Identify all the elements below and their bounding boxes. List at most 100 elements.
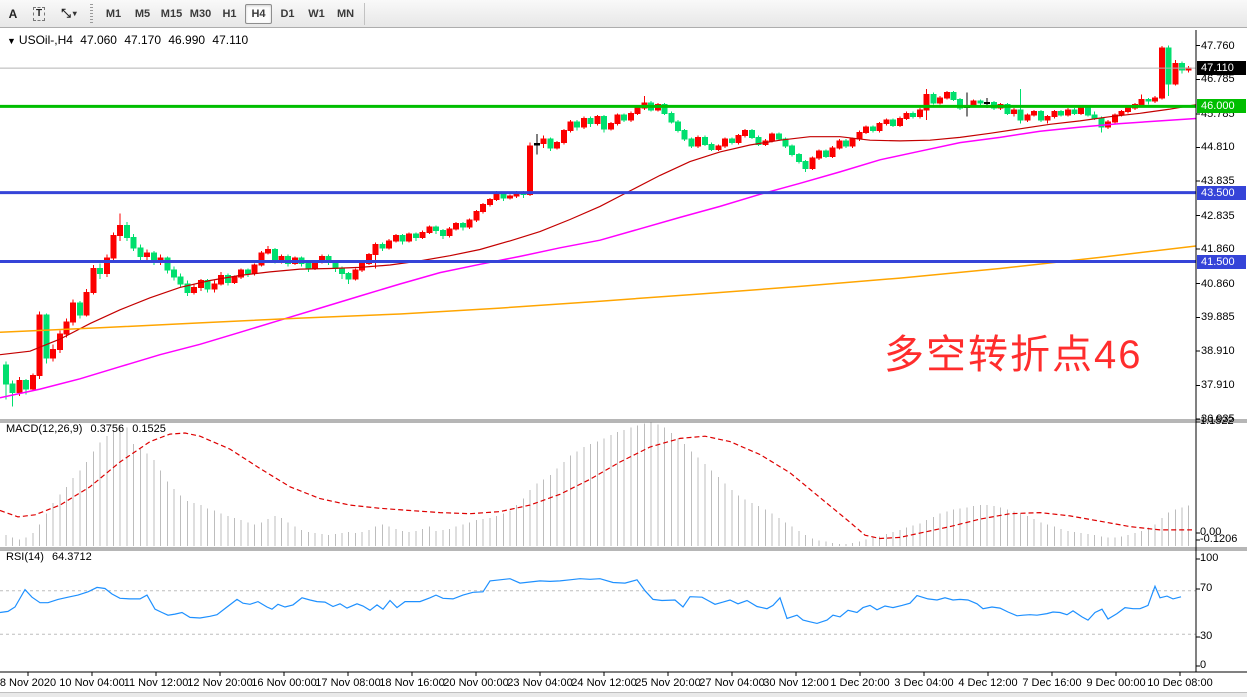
price-tick-label: 44.810 bbox=[1201, 141, 1235, 154]
candle bbox=[675, 121, 681, 132]
candle bbox=[869, 126, 876, 132]
candle bbox=[433, 226, 440, 232]
candle bbox=[123, 224, 130, 238]
candle bbox=[527, 145, 534, 195]
candle bbox=[386, 240, 393, 249]
macd-scale-label: 1.1522 bbox=[1200, 415, 1234, 427]
toolbar-drag-handle[interactable] bbox=[90, 3, 93, 24]
timeframe-button-h1[interactable]: H1 bbox=[222, 7, 237, 20]
time-label: 4 Dec 12:00 bbox=[958, 677, 1018, 689]
candle bbox=[1058, 111, 1065, 116]
candle bbox=[950, 92, 957, 100]
candle bbox=[937, 97, 944, 104]
symbol-title[interactable]: ▼ USOil-,H4 47.060 47.170 46.990 47.110 bbox=[7, 33, 252, 47]
candle bbox=[843, 140, 849, 147]
candle bbox=[1031, 111, 1038, 116]
candle bbox=[466, 219, 473, 228]
time-label: 24 Nov 12:00 bbox=[571, 677, 637, 689]
candle bbox=[345, 273, 352, 280]
candle bbox=[177, 276, 184, 285]
candle bbox=[251, 264, 258, 275]
candle bbox=[446, 228, 453, 237]
candle bbox=[76, 302, 83, 316]
text-box-tool-button[interactable]: T bbox=[27, 3, 51, 25]
close-value: 47.110 bbox=[212, 33, 249, 47]
timeframe-button-m30[interactable]: M30 bbox=[189, 7, 212, 20]
candle bbox=[722, 138, 729, 147]
candle bbox=[1152, 97, 1159, 102]
candle bbox=[829, 147, 836, 157]
price-tick-label: 36.935 bbox=[1201, 412, 1235, 425]
chart-canvas[interactable] bbox=[0, 28, 1247, 697]
candle bbox=[587, 117, 594, 125]
candle bbox=[977, 100, 984, 104]
timeframe-button-m1[interactable]: M1 bbox=[105, 7, 122, 20]
candle bbox=[695, 136, 702, 147]
timeframe-button-m5[interactable]: M5 bbox=[134, 7, 151, 20]
timeframe-button-m15[interactable]: M15 bbox=[160, 7, 183, 20]
time-label: 9 Dec 00:00 bbox=[1086, 677, 1146, 689]
candle bbox=[681, 130, 688, 140]
candle bbox=[923, 93, 930, 111]
candle bbox=[83, 292, 90, 316]
candle bbox=[486, 198, 493, 206]
macd-signal-line bbox=[0, 432, 1192, 540]
candle bbox=[171, 269, 177, 278]
candle bbox=[883, 119, 890, 125]
time-label: 10 Nov 04:00 bbox=[59, 677, 125, 689]
candle bbox=[547, 138, 554, 149]
chart-text-annotation[interactable]: 多空转折点46 bbox=[884, 333, 1143, 377]
timeframe-button-d1[interactable]: D1 bbox=[280, 7, 295, 20]
candle bbox=[493, 193, 500, 200]
candle bbox=[1138, 98, 1145, 106]
arrow-objects-tool-button[interactable]: ⤡ ▾ bbox=[53, 3, 85, 25]
timeframe-button-h4[interactable]: H4 bbox=[245, 3, 272, 24]
candle bbox=[412, 233, 419, 238]
candle bbox=[876, 123, 883, 132]
candle bbox=[621, 114, 628, 121]
candle bbox=[701, 136, 708, 145]
time-label: 27 Nov 04:00 bbox=[699, 677, 765, 689]
candle bbox=[1044, 116, 1051, 121]
time-label: 30 Nov 12:00 bbox=[763, 677, 829, 689]
timeframe-strip: M1 M5 M15 M30 H1 H4 D1 W1 MN bbox=[99, 3, 360, 24]
time-label: 10 Dec 08:00 bbox=[1147, 677, 1213, 689]
candle bbox=[137, 247, 144, 257]
text-label-tool-button[interactable]: A bbox=[8, 6, 18, 21]
macd-scale-label: 0.00 bbox=[1200, 526, 1222, 538]
candle bbox=[23, 380, 30, 390]
time-label: 20 Nov 00:00 bbox=[443, 677, 509, 689]
candle bbox=[916, 109, 923, 118]
candle bbox=[399, 235, 406, 242]
candle bbox=[97, 267, 104, 275]
candle bbox=[130, 236, 137, 249]
candle bbox=[1051, 111, 1058, 118]
price-tick-label: 46.785 bbox=[1201, 73, 1235, 86]
candle bbox=[244, 269, 251, 275]
candle bbox=[352, 269, 359, 280]
candle bbox=[379, 243, 386, 249]
price-tick-label: 37.910 bbox=[1201, 379, 1235, 392]
candle bbox=[473, 211, 480, 221]
time-label: 17 Nov 08:00 bbox=[315, 677, 381, 689]
candle bbox=[144, 252, 151, 257]
timeframe-button-mn[interactable]: MN bbox=[336, 7, 355, 20]
timeframe-button-w1[interactable]: W1 bbox=[308, 7, 325, 20]
price-tick-label: 38.910 bbox=[1201, 344, 1235, 357]
rsi-scale-label: 30 bbox=[1200, 630, 1213, 642]
candle bbox=[507, 195, 513, 199]
candle bbox=[258, 252, 265, 266]
candle bbox=[238, 269, 245, 278]
time-label: 23 Nov 04:00 bbox=[507, 677, 573, 689]
candle bbox=[1165, 47, 1172, 85]
time-label: 25 Nov 20:00 bbox=[635, 677, 701, 689]
macd-histogram bbox=[5, 422, 1190, 546]
price-tick-label: 43.835 bbox=[1201, 175, 1235, 188]
candle bbox=[419, 231, 426, 238]
candles bbox=[3, 45, 1192, 407]
candle bbox=[16, 380, 23, 394]
candle bbox=[110, 235, 117, 259]
candle bbox=[439, 230, 446, 237]
candle bbox=[365, 254, 372, 264]
candle bbox=[755, 136, 762, 145]
